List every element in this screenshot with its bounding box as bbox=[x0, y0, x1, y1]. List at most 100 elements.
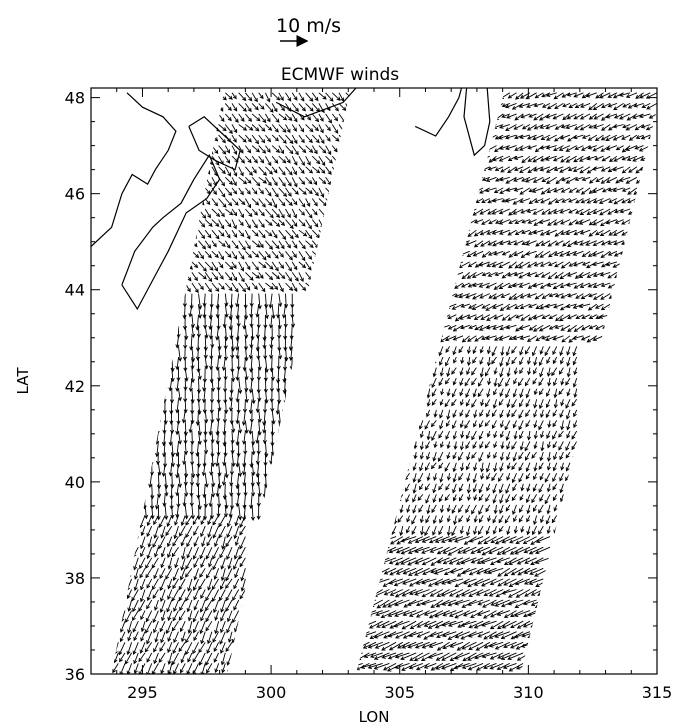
wind-arrow bbox=[420, 293, 430, 299]
wind-arrow bbox=[579, 208, 591, 215]
wind-arrow bbox=[539, 166, 551, 172]
wind-arrow bbox=[224, 261, 234, 270]
wind-arrow bbox=[432, 261, 444, 268]
wind-arrow bbox=[270, 473, 276, 487]
wind-arrow bbox=[141, 483, 146, 500]
wind-arrow bbox=[184, 103, 194, 113]
wind-arrow bbox=[453, 198, 464, 203]
wind-arrow bbox=[114, 631, 119, 644]
wind-arrow bbox=[412, 346, 417, 356]
wind-arrow bbox=[539, 473, 544, 481]
wind-arrow bbox=[447, 536, 464, 543]
wind-arrow bbox=[290, 473, 296, 489]
wind-arrow bbox=[508, 293, 517, 301]
wind-arrow bbox=[458, 515, 464, 523]
wind-arrow bbox=[573, 134, 584, 140]
wind-arrow bbox=[256, 314, 261, 329]
wind-arrow bbox=[398, 462, 404, 472]
wind-arrow bbox=[172, 610, 179, 622]
wind-arrow bbox=[552, 409, 558, 417]
wind-arrow bbox=[612, 134, 624, 141]
wind-arrow bbox=[614, 335, 624, 341]
wind-arrow bbox=[311, 155, 321, 165]
wind-arrow bbox=[434, 536, 450, 543]
wind-arrow bbox=[331, 198, 340, 207]
wind-arrow bbox=[545, 335, 557, 342]
wind-arrow bbox=[504, 515, 511, 524]
wind-arrow bbox=[399, 409, 404, 419]
wind-arrow bbox=[154, 367, 160, 384]
wind-arrow bbox=[533, 261, 544, 267]
wind-arrow bbox=[452, 462, 457, 473]
wind-arrow bbox=[164, 504, 169, 521]
wind-arrow bbox=[372, 377, 377, 386]
wind-arrow bbox=[466, 314, 477, 320]
wind-arrow bbox=[369, 567, 383, 577]
wind-arrow bbox=[553, 219, 564, 226]
wind-arrow bbox=[479, 356, 484, 365]
wind-arrow bbox=[452, 271, 464, 278]
wind-arrow bbox=[534, 272, 544, 278]
wind-arrow bbox=[186, 599, 193, 613]
wind-arrow bbox=[224, 250, 232, 258]
wind-arrow bbox=[325, 166, 332, 176]
wind-arrow bbox=[117, 367, 122, 383]
wind-arrow bbox=[465, 293, 477, 299]
wind-arrow bbox=[440, 219, 450, 225]
wind-arrow bbox=[639, 113, 651, 119]
wind-arrow bbox=[190, 314, 195, 329]
wind-arrow bbox=[171, 187, 180, 195]
wind-arrow bbox=[112, 663, 119, 674]
wind-arrow bbox=[497, 567, 511, 577]
wind-arrow bbox=[472, 473, 477, 484]
wind-arrow bbox=[454, 536, 470, 543]
wind-arrow bbox=[514, 578, 531, 586]
wind-arrow bbox=[427, 620, 444, 629]
wind-arrow bbox=[239, 620, 246, 632]
wind-arrow bbox=[123, 314, 128, 328]
wind-arrow bbox=[539, 451, 544, 462]
wind-arrow bbox=[546, 462, 551, 471]
wind-arrow bbox=[487, 240, 497, 246]
wind-arrow bbox=[466, 208, 477, 214]
wind-arrow bbox=[399, 367, 404, 378]
wind-arrow bbox=[245, 272, 254, 281]
wind-arrow bbox=[276, 304, 281, 319]
wind-arrow bbox=[468, 589, 484, 597]
wind-arrow bbox=[234, 568, 240, 579]
wind-arrow bbox=[238, 229, 245, 238]
wind-arrow bbox=[642, 272, 651, 278]
wind-arrow bbox=[433, 293, 444, 299]
wind-arrow bbox=[539, 515, 544, 524]
wind-arrow bbox=[518, 271, 531, 279]
wind-arrow bbox=[331, 282, 341, 293]
wind-arrow bbox=[565, 515, 571, 526]
wind-arrow bbox=[555, 314, 564, 322]
wind-arrow bbox=[621, 198, 631, 204]
wind-arrow bbox=[533, 324, 544, 332]
wind-arrow bbox=[493, 314, 504, 320]
wind-arrow bbox=[211, 282, 220, 292]
wind-arrow bbox=[150, 293, 155, 309]
wind-arrow bbox=[198, 219, 206, 228]
wind-arrow bbox=[646, 103, 657, 110]
wind-arrow bbox=[533, 430, 538, 440]
wind-arrow bbox=[220, 642, 226, 654]
wind-arrow bbox=[178, 240, 186, 249]
wind-arrow bbox=[527, 631, 544, 639]
wind-arrow bbox=[282, 420, 287, 434]
wind-arrow bbox=[171, 145, 179, 155]
wind-arrow bbox=[573, 388, 578, 399]
wind-arrow bbox=[355, 620, 370, 628]
wind-arrow bbox=[141, 473, 147, 488]
wind-arrow bbox=[440, 282, 450, 287]
wind-arrow bbox=[454, 652, 470, 660]
wind-arrow bbox=[184, 462, 189, 478]
wind-arrow bbox=[619, 314, 631, 319]
wind-arrow bbox=[245, 124, 254, 131]
wind-arrow bbox=[399, 504, 404, 514]
wind-arrow bbox=[553, 451, 558, 461]
wind-arrow bbox=[256, 441, 261, 456]
wind-arrow bbox=[127, 621, 133, 634]
wind-arrow bbox=[505, 504, 511, 512]
